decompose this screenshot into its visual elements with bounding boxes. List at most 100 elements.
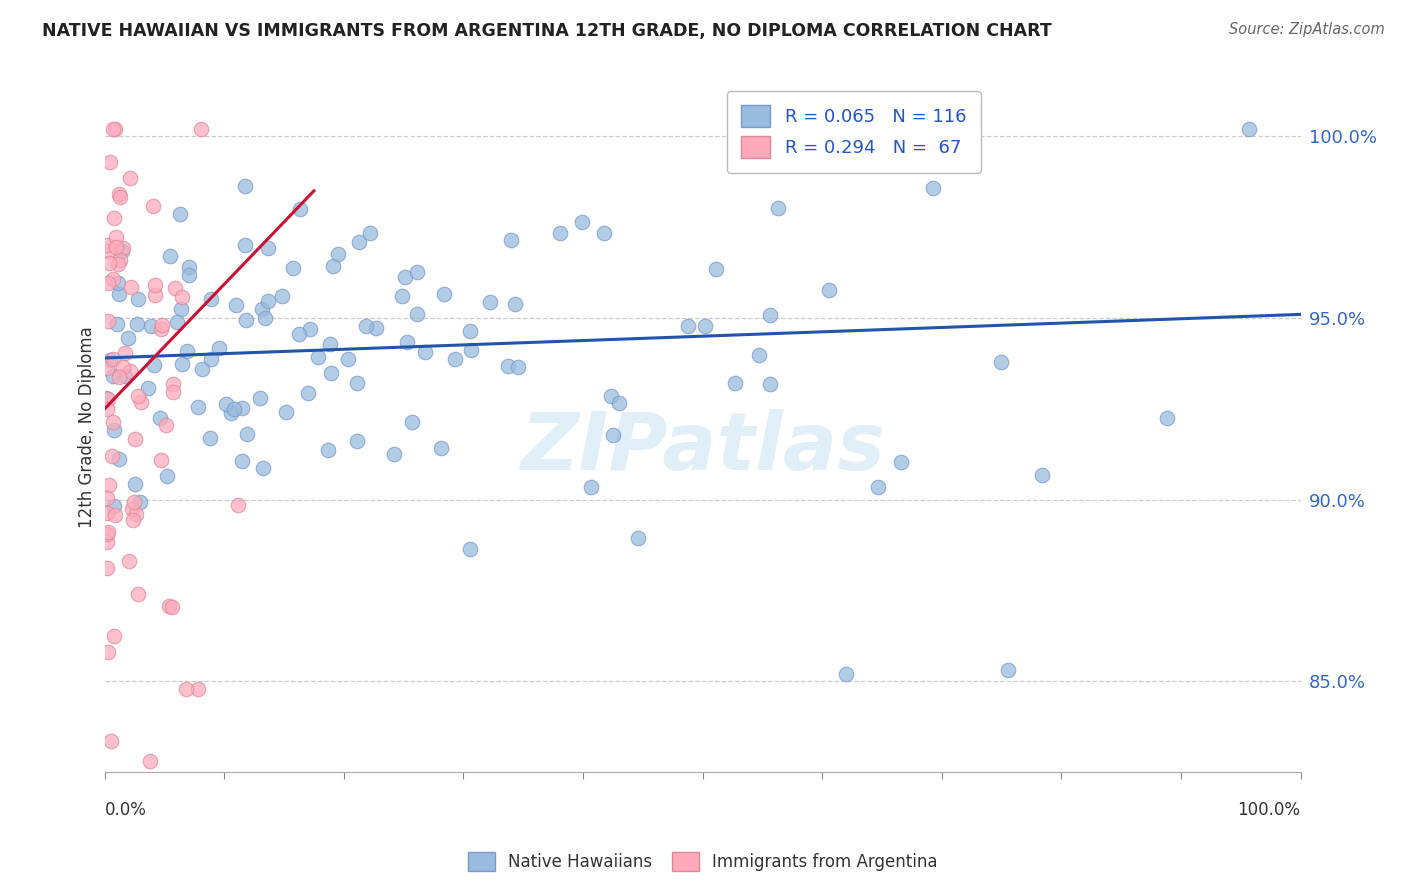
Point (326, 246, 349, 260)
Point (103, 423, 125, 437)
Point (233, 238, 256, 252)
Point (288, 327, 311, 342)
Point (499, 233, 522, 247)
Point (107, 370, 129, 384)
Point (98, 353, 121, 368)
Point (96, 238, 118, 252)
Point (162, 376, 184, 391)
Point (97, 256, 120, 270)
Point (548, 227, 571, 241)
Point (364, 321, 387, 335)
Point (593, 226, 616, 240)
Point (678, 319, 700, 334)
Point (97, 524, 120, 539)
Point (157, 599, 180, 613)
Point (382, 447, 405, 461)
Point (200, 292, 222, 306)
Point (1031, 467, 1053, 482)
Point (112, 241, 135, 255)
Point (599, 389, 621, 403)
Point (200, 351, 222, 366)
Point (101, 450, 124, 464)
Point (149, 453, 172, 467)
Point (724, 376, 747, 390)
Point (96, 391, 118, 405)
Point (101, 416, 124, 430)
Point (104, 122, 127, 136)
Point (111, 244, 134, 258)
Point (413, 344, 436, 359)
Point (249, 391, 271, 405)
Point (256, 241, 278, 255)
Point (406, 306, 429, 320)
Point (990, 355, 1012, 369)
Point (179, 268, 201, 282)
Point (868, 480, 890, 494)
Point (215, 397, 238, 411)
Point (141, 318, 163, 333)
Point (458, 541, 481, 556)
Point (170, 302, 193, 317)
Point (125, 317, 148, 331)
Point (748, 347, 770, 361)
Point (693, 318, 716, 333)
Point (156, 469, 179, 483)
Point (208, 341, 231, 355)
Point (225, 298, 247, 312)
Point (107, 287, 129, 301)
Point (142, 358, 165, 372)
Point (97, 313, 120, 327)
Point (139, 754, 162, 768)
Point (127, 586, 149, 600)
Point (571, 215, 593, 229)
Point (496, 359, 519, 373)
Point (319, 337, 342, 351)
Point (108, 186, 131, 201)
Text: NATIVE HAWAIIAN VS IMMIGRANTS FROM ARGENTINA 12TH GRADE, NO DIPLOMA CORRELATION : NATIVE HAWAIIAN VS IMMIGRANTS FROM ARGEN… (42, 22, 1052, 40)
Point (198, 431, 221, 445)
Point (346, 376, 368, 391)
Point (460, 343, 482, 358)
Point (122, 495, 145, 509)
Text: ZIPatlas: ZIPatlas (520, 409, 886, 487)
Point (627, 531, 650, 545)
Point (159, 249, 181, 263)
Point (818, 283, 841, 297)
Point (307, 351, 329, 365)
Point (250, 301, 273, 316)
Point (170, 357, 193, 371)
Point (1237, 122, 1260, 136)
Point (100, 155, 122, 169)
Y-axis label: 12th Grade, No Diploma: 12th Grade, No Diploma (79, 326, 96, 528)
Point (100, 734, 122, 748)
Point (271, 289, 294, 303)
Point (354, 319, 377, 334)
Text: 0.0%: 0.0% (104, 801, 146, 819)
Point (129, 495, 152, 509)
Point (835, 667, 858, 681)
Point (97, 244, 120, 258)
Point (120, 170, 142, 185)
Point (129, 395, 152, 409)
Point (96, 401, 118, 416)
Point (114, 346, 136, 360)
Point (602, 428, 624, 442)
Point (231, 454, 253, 468)
Point (276, 405, 298, 419)
Point (236, 427, 259, 442)
Point (150, 322, 173, 336)
Point (166, 315, 188, 329)
Point (96, 506, 118, 520)
Point (281, 261, 304, 276)
Point (97, 276, 120, 290)
Point (226, 498, 249, 512)
Point (224, 402, 246, 417)
Point (321, 366, 343, 380)
Point (766, 202, 789, 216)
Point (347, 235, 370, 249)
Point (160, 600, 183, 615)
Point (96, 560, 118, 574)
Point (143, 288, 166, 302)
Point (318, 442, 340, 457)
Point (433, 287, 456, 301)
